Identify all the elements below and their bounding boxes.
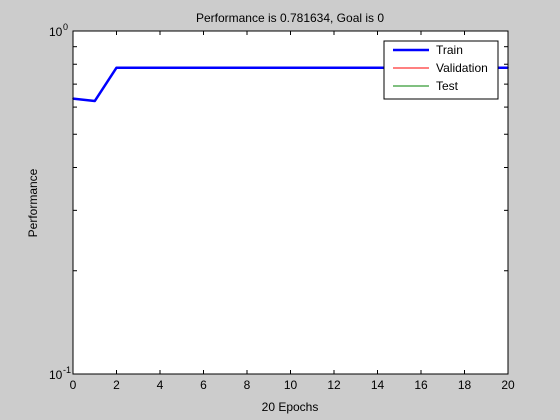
x-tick-label: 0 [70,378,77,392]
legend-label-validation: Validation [436,61,488,75]
y-tick-label-exponent: -1 [63,365,71,375]
series-point [224,67,226,69]
series-point [290,67,292,69]
series-point [116,67,118,69]
series-point [181,67,183,69]
series-point [159,67,161,69]
legend: Train Validation Test [384,41,498,99]
series-point [246,67,248,69]
chart-title: Performance is 0.781634, Goal is 0 [196,11,384,25]
y-tick-label: 10 0 [49,22,68,39]
x-tick-label: 12 [327,378,341,392]
series-point [333,67,335,69]
series-point [311,67,313,69]
y-tick-label-base: 10 [49,25,63,39]
x-tick-label: 8 [244,378,251,392]
x-tick-label: 4 [157,378,164,392]
y-axis-label: Performance [26,168,40,237]
legend-label-test: Test [436,79,459,93]
x-tick-label: 20 [501,378,515,392]
x-tick-label: 10 [284,378,298,392]
x-tick-label: 2 [113,378,120,392]
x-tick-label: 18 [458,378,472,392]
y-tick-label: 10 -1 [49,365,71,382]
series-point [137,67,139,69]
series-point [94,100,96,102]
y-tick-label-base: 10 [49,368,63,382]
x-axis-label: 20 Epochs [262,400,319,414]
series-point [268,67,270,69]
series-point [355,67,357,69]
series-point [377,67,379,69]
x-tick-label: 6 [200,378,207,392]
series-point [203,67,205,69]
x-tick-label: 16 [414,378,428,392]
legend-label-train: Train [436,43,463,57]
x-tick-label: 14 [371,378,385,392]
y-tick-label-exponent: 0 [63,22,68,32]
